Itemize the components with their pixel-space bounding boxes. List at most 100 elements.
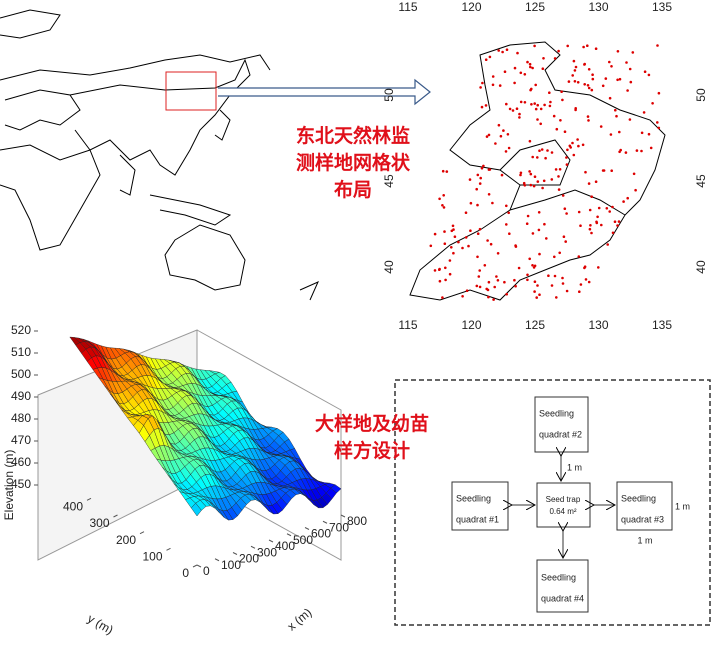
- plot-site: [597, 206, 601, 210]
- plot-site: [488, 55, 492, 59]
- plot-site: [615, 114, 618, 118]
- plot-site: [656, 121, 659, 124]
- plot-site: [531, 66, 534, 70]
- plot-site: [581, 143, 585, 147]
- x-tick: [268, 539, 274, 543]
- plot-site: [597, 266, 600, 269]
- plot-site: [523, 101, 527, 104]
- plot-site: [519, 171, 523, 175]
- plot-site: [584, 278, 588, 281]
- plot-site: [461, 295, 464, 298]
- plot-site: [558, 168, 562, 171]
- quadrat-label: quadrat #2: [539, 429, 582, 439]
- plot-site: [486, 288, 490, 292]
- plot-site: [487, 168, 491, 171]
- lat-tick-label: 45: [382, 174, 396, 188]
- plot-site: [539, 107, 543, 111]
- plot-site: [565, 289, 569, 293]
- lat-tick-label: 50: [694, 88, 708, 102]
- plot-site: [541, 67, 545, 70]
- lon-tick-label: 120: [461, 318, 481, 332]
- plot-site: [565, 163, 569, 166]
- plot-site: [475, 187, 479, 191]
- plot-site: [571, 141, 574, 145]
- plot-site: [513, 66, 517, 70]
- plot-site: [608, 60, 611, 64]
- plot-site: [441, 296, 444, 299]
- plot-site: [564, 240, 567, 243]
- plot-site: [563, 130, 567, 133]
- plot-site: [606, 243, 609, 246]
- plot-site: [590, 195, 593, 198]
- arrow: [218, 78, 431, 106]
- plot-site: [626, 196, 629, 200]
- y-axis-label: y (m): [85, 611, 116, 637]
- plot-site: [429, 244, 433, 248]
- plot-site: [604, 77, 608, 80]
- plot-site: [594, 180, 598, 183]
- plot-site: [448, 259, 452, 262]
- plot-site: [647, 132, 651, 136]
- plot-site: [533, 280, 537, 284]
- plot-site: [657, 91, 661, 95]
- y-tick-label: 400: [63, 500, 83, 514]
- plot-site: [609, 133, 613, 136]
- x-tick-label: 400: [275, 539, 295, 553]
- plot-site: [487, 193, 491, 196]
- plot-site: [505, 102, 508, 106]
- plot-site: [550, 178, 554, 181]
- plot-site: [550, 284, 554, 287]
- plot-site: [443, 230, 446, 233]
- plot-site: [457, 240, 460, 244]
- plot-site: [532, 184, 536, 188]
- y-tick: [113, 514, 118, 518]
- plot-site: [464, 236, 468, 239]
- plot-site: [586, 44, 589, 47]
- plot-site: [537, 211, 541, 214]
- plot-site: [529, 183, 533, 187]
- z-tick-label: 450: [11, 477, 31, 491]
- plot-site: [601, 84, 605, 88]
- plot-site: [536, 180, 540, 183]
- plot-site: [452, 228, 455, 231]
- plot-site: [501, 50, 504, 54]
- plot-site: [600, 223, 603, 227]
- plot-site: [565, 212, 568, 215]
- plot-site: [649, 146, 653, 150]
- distance-label: 1 m: [637, 535, 652, 545]
- plot-site: [616, 78, 619, 82]
- x-tick: [232, 552, 238, 555]
- x-tick-label: 200: [239, 552, 259, 566]
- plot-site: [543, 103, 546, 107]
- plot-site: [479, 176, 483, 180]
- lon-tick-label: 115: [398, 0, 417, 14]
- plot-site: [534, 83, 537, 87]
- plot-site: [491, 83, 495, 87]
- plot-site: [514, 284, 517, 288]
- plot-site: [591, 77, 595, 81]
- plot-site: [626, 89, 629, 92]
- plot-site: [442, 206, 446, 209]
- plot-site: [495, 275, 498, 278]
- plot-site: [469, 201, 473, 205]
- plot-site: [622, 200, 625, 203]
- plot-site: [571, 74, 574, 77]
- x-tick: [322, 520, 328, 524]
- plot-site: [522, 181, 526, 185]
- plot-site: [572, 153, 576, 157]
- plot-site: [487, 295, 490, 299]
- plot-site: [590, 231, 593, 235]
- plot-site: [438, 268, 441, 272]
- x-tick-label: 0: [203, 564, 210, 578]
- plot-site: [476, 255, 479, 259]
- quadrat-label: Seedling: [539, 408, 574, 418]
- trap-label: 0.64 m²: [549, 507, 576, 516]
- plot-site: [443, 242, 447, 245]
- plot-site: [533, 175, 537, 178]
- plot-site: [513, 278, 516, 282]
- plot-site: [553, 274, 557, 278]
- plot-site: [526, 214, 530, 218]
- plot-site: [444, 266, 447, 270]
- z-axis-label: Elevation (m): [2, 450, 16, 521]
